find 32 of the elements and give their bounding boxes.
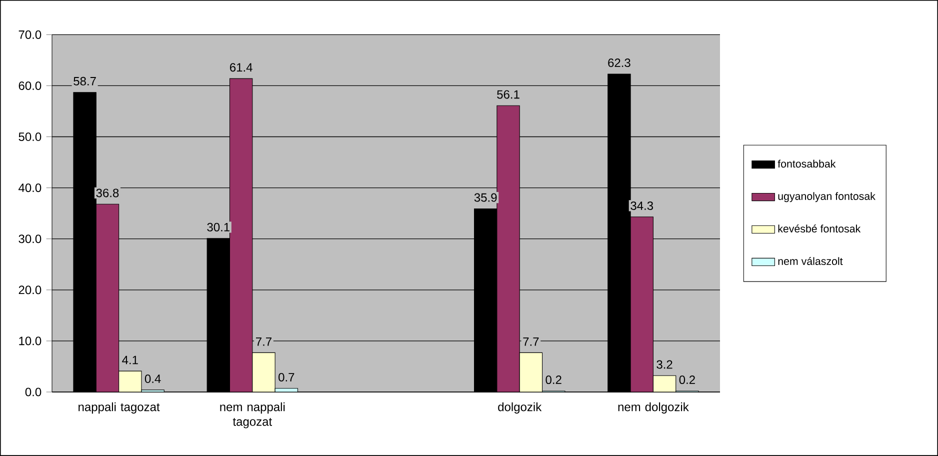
data-label: 7.7 — [523, 337, 539, 346]
data-label: 58.7 — [74, 76, 96, 86]
data-label: 35.9 — [474, 193, 497, 202]
data-label: 4.1 — [122, 356, 138, 364]
y-tick-label: 20.0 — [18, 286, 42, 294]
data-label: 0.7 — [278, 372, 294, 382]
y-tick-label: 50.0 — [18, 132, 42, 142]
data-label: 62.3 — [608, 58, 630, 68]
y-tick-label: 70.0 — [18, 30, 42, 39]
y-tick-label: 30.0 — [18, 234, 42, 244]
x-tick-label: nem dolgozik — [618, 402, 689, 414]
y-tick-label: 60.0 — [18, 81, 42, 90]
data-label: 0.2 — [546, 376, 562, 384]
data-label: 34.3 — [630, 201, 654, 210]
data-label: 7.7 — [256, 337, 272, 346]
x-tick-label: nem nappali tagozat — [220, 402, 285, 428]
data-label: 30.1 — [207, 222, 230, 232]
y-tick-label: 0.0 — [25, 388, 42, 396]
legend-label: ugyanolyan fontosak — [778, 192, 876, 202]
data-label: 61.4 — [230, 63, 252, 72]
data-label: 0.4 — [144, 374, 161, 384]
data-label: 56.1 — [497, 90, 520, 99]
legend-label: nem válaszolt — [778, 257, 843, 266]
legend-label: fontosabbak — [778, 160, 836, 168]
legend-label: kevésbé fontosak — [778, 224, 861, 232]
data-label: 36.8 — [96, 188, 119, 198]
data-label: 0.2 — [679, 376, 695, 384]
data-label: 3.2 — [656, 360, 672, 369]
x-tick-label: nappali tagozat — [78, 402, 160, 414]
y-tick-label: 10.0 — [19, 336, 42, 346]
y-tick-label: 40.0 — [18, 184, 42, 192]
x-tick-label: dolgozik — [498, 402, 542, 414]
